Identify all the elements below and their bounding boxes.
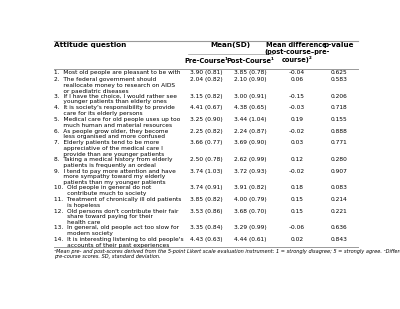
Text: 3.44 (1.04): 3.44 (1.04) [234, 117, 266, 122]
Text: 0.15: 0.15 [290, 209, 303, 214]
Text: 0.083: 0.083 [330, 185, 347, 190]
Text: 2.24 (0.87): 2.24 (0.87) [234, 129, 267, 133]
Text: 0.280: 0.280 [330, 157, 347, 162]
Text: 3.74 (1.03): 3.74 (1.03) [190, 168, 222, 174]
Text: –0.02: –0.02 [289, 129, 305, 133]
Text: Post-Course¹: Post-Course¹ [226, 58, 274, 65]
Text: 3.85 (0.82): 3.85 (0.82) [190, 197, 222, 202]
Text: 0.12: 0.12 [290, 157, 303, 162]
Text: 2.25 (0.82): 2.25 (0.82) [190, 129, 222, 133]
Text: 11.  Treatment of chronically ill old patients
       is hopeless: 11. Treatment of chronically ill old pat… [54, 197, 181, 208]
Text: 3.  If I have the choice, I would rather see
     younger patients than elderly : 3. If I have the choice, I would rather … [54, 94, 177, 104]
Text: 0.19: 0.19 [290, 117, 303, 122]
Text: 2.10 (0.90): 2.10 (0.90) [234, 77, 266, 82]
Text: 3.15 (0.82): 3.15 (0.82) [190, 94, 222, 99]
Text: 0.888: 0.888 [330, 129, 347, 133]
Text: 12.  Old persons don't contribute their fair
       share toward paying for thei: 12. Old persons don't contribute their f… [54, 209, 178, 225]
Text: 3.85 (0.78): 3.85 (0.78) [234, 70, 267, 75]
Text: 3.29 (0.99): 3.29 (0.99) [234, 225, 267, 230]
Text: 0.15: 0.15 [290, 197, 303, 202]
Text: Attitude question: Attitude question [54, 42, 126, 48]
Text: 9.  I tend to pay more attention and have
     more sympathy toward my elderly
 : 9. I tend to pay more attention and have… [54, 168, 176, 185]
Text: –0.15: –0.15 [289, 94, 305, 99]
Text: 3.72 (0.93): 3.72 (0.93) [234, 168, 267, 174]
Text: 3.66 (0.77): 3.66 (0.77) [190, 140, 222, 145]
Text: 0.718: 0.718 [330, 105, 347, 110]
Text: 0.907: 0.907 [330, 168, 347, 174]
Text: 6.  As people grow older, they become
     less organised and more confused: 6. As people grow older, they become les… [54, 129, 168, 139]
Text: 8.  Taking a medical history from elderly
     patients is frequently an ordeal: 8. Taking a medical history from elderly… [54, 157, 172, 168]
Text: ¹Mean pre- and post-scores derived from the 5-point Likert scale evaluation inst: ¹Mean pre- and post-scores derived from … [54, 249, 400, 254]
Text: 4.  It is society's responsibility to provide
     care for its elderly persons: 4. It is society's responsibility to pro… [54, 105, 174, 116]
Text: 3.91 (0.82): 3.91 (0.82) [234, 185, 266, 190]
Text: 3.00 (0.91): 3.00 (0.91) [234, 94, 266, 99]
Text: Mean difference
(post-course–pre-
course)²: Mean difference (post-course–pre- course… [264, 42, 330, 63]
Text: –0.03: –0.03 [289, 105, 305, 110]
Text: 5.  Medical care for old people uses up too
     much human and material resourc: 5. Medical care for old people uses up t… [54, 117, 180, 128]
Text: pre-course scores. SD, standard deviation.: pre-course scores. SD, standard deviatio… [54, 254, 160, 259]
Text: 0.03: 0.03 [290, 140, 303, 145]
Text: 3.25 (0.90): 3.25 (0.90) [190, 117, 222, 122]
Text: 4.44 (0.61): 4.44 (0.61) [234, 237, 266, 242]
Text: 3.68 (0.70): 3.68 (0.70) [234, 209, 266, 214]
Text: 0.636: 0.636 [330, 225, 347, 230]
Text: 13.  In general, old people act too slow for
       modern society: 13. In general, old people act too slow … [54, 225, 179, 236]
Text: –0.04: –0.04 [289, 70, 305, 75]
Text: 7.  Elderly patients tend to be more
     appreciative of the medical care I
   : 7. Elderly patients tend to be more appr… [54, 140, 164, 157]
Text: 3.69 (0.90): 3.69 (0.90) [234, 140, 266, 145]
Text: 0.214: 0.214 [330, 197, 347, 202]
Text: –0.06: –0.06 [289, 225, 305, 230]
Text: 1.  Most old people are pleasant to be with: 1. Most old people are pleasant to be wi… [54, 70, 180, 75]
Text: 3.74 (0.91): 3.74 (0.91) [190, 185, 222, 190]
Text: 2.62 (0.99): 2.62 (0.99) [234, 157, 266, 162]
Text: 4.38 (0.65): 4.38 (0.65) [234, 105, 266, 110]
Text: 0.843: 0.843 [330, 237, 347, 242]
Text: 0.206: 0.206 [330, 94, 347, 99]
Text: 10.  Old people in general do not
       contribute much to society: 10. Old people in general do not contrib… [54, 185, 151, 196]
Text: –0.02: –0.02 [289, 168, 305, 174]
Text: 14.  It is interesting listening to old people's
       accounts of their past e: 14. It is interesting listening to old p… [54, 237, 183, 248]
Text: 0.771: 0.771 [330, 140, 347, 145]
Text: 0.06: 0.06 [290, 77, 303, 82]
Text: 4.41 (0.67): 4.41 (0.67) [190, 105, 222, 110]
Text: 3.53 (0.86): 3.53 (0.86) [190, 209, 222, 214]
Text: Mean(SD): Mean(SD) [210, 42, 250, 48]
Text: 3.90 (0.81): 3.90 (0.81) [190, 70, 222, 75]
Text: 2.04 (0.82): 2.04 (0.82) [190, 77, 222, 82]
Text: 0.18: 0.18 [290, 185, 303, 190]
Text: 3.35 (0.84): 3.35 (0.84) [190, 225, 222, 230]
Text: 0.583: 0.583 [330, 77, 347, 82]
Text: p-value: p-value [323, 42, 354, 48]
Text: 2.  The federal government should
     reallocate money to research on AIDS
    : 2. The federal government should realloc… [54, 77, 175, 94]
Text: 2.50 (0.78): 2.50 (0.78) [190, 157, 222, 162]
Text: 0.221: 0.221 [330, 209, 347, 214]
Text: Pre-Course¹: Pre-Course¹ [184, 58, 228, 65]
Text: 0.625: 0.625 [330, 70, 347, 75]
Text: 0.02: 0.02 [290, 237, 303, 242]
Text: 0.155: 0.155 [330, 117, 347, 122]
Text: 4.00 (0.79): 4.00 (0.79) [234, 197, 267, 202]
Text: 4.43 (0.63): 4.43 (0.63) [190, 237, 222, 242]
